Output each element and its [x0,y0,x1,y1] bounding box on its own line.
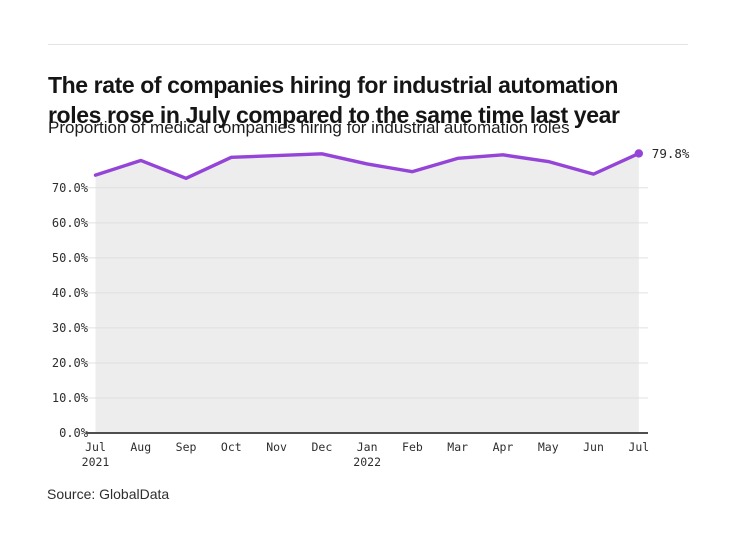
last-point-marker [634,149,643,158]
x-axis-tick-label: Jul [628,440,649,454]
last-point-value-label: 79.8% [652,146,690,161]
chart-subtitle: Proportion of medical companies hiring f… [48,118,570,137]
y-axis-tick-label: 40.0% [52,286,89,300]
x-axis-tick-label: Jun [583,440,604,454]
series-line [93,151,641,181]
chart-title: The rate of companies hiring for industr… [48,70,708,130]
x-axis-tick-label: Oct [221,440,242,454]
top-divider [48,44,688,45]
x-axis-tick-label: Aug [130,440,151,454]
y-axis-tick-label: 30.0% [52,321,89,335]
y-axis-tick-label: 0.0% [59,426,89,440]
source-attribution: Source: GlobalData [47,486,170,502]
x-axis-tick-label: Nov [266,440,287,454]
x-axis-tick-label: Jan [357,440,378,454]
x-axis-tick-label: Dec [311,440,332,454]
y-axis-tick-label: 10.0% [52,391,89,405]
chart-title-line1: The rate of companies hiring for industr… [48,72,619,99]
y-axis-tick-label: 20.0% [52,356,89,370]
x-axis-year-label: 2022 [353,455,381,469]
x-axis-tick-label: May [538,440,559,454]
x-axis-tick-label: Apr [493,440,514,454]
x-axis-tick-label: Sep [176,440,197,454]
x-axis-tick-label: Feb [402,440,423,454]
y-axis-tick-label: 50.0% [52,251,89,265]
y-axis-tick-label: 60.0% [52,216,89,230]
x-axis-tick-label: Jul [85,440,106,454]
y-axis-tick-label: 70.0% [52,181,89,195]
chart-title-line2: roles rose in July compared to the same … [48,102,620,129]
x-axis-year-label: 2021 [82,455,110,469]
x-axis-tick-label: Mar [447,440,468,454]
